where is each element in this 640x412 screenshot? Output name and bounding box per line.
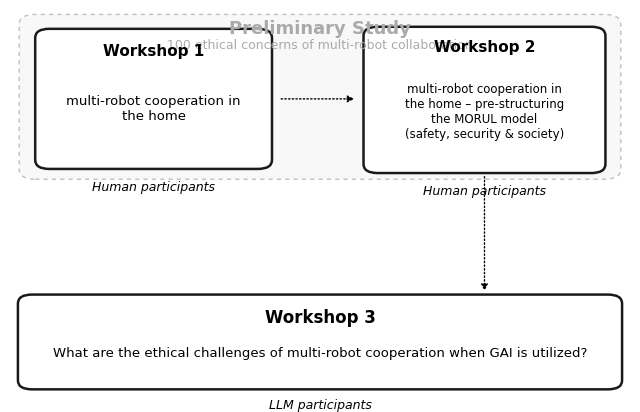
Text: What are the ethical challenges of multi-robot cooperation when GAI is utilized?: What are the ethical challenges of multi… <box>53 347 587 360</box>
Text: multi-robot cooperation in
the home: multi-robot cooperation in the home <box>67 95 241 123</box>
Text: LLM participants: LLM participants <box>269 399 371 412</box>
FancyBboxPatch shape <box>19 14 621 179</box>
FancyBboxPatch shape <box>18 295 622 389</box>
Text: Workshop 2: Workshop 2 <box>434 40 535 55</box>
FancyBboxPatch shape <box>35 29 272 169</box>
FancyBboxPatch shape <box>364 27 605 173</box>
Text: Workshop 3: Workshop 3 <box>264 309 376 328</box>
Text: Preliminary Study: Preliminary Study <box>229 20 411 38</box>
Text: Human participants: Human participants <box>92 181 215 194</box>
Text: 100 ethical concerns of multi-robot collaboration: 100 ethical concerns of multi-robot coll… <box>167 39 473 52</box>
Text: multi-robot cooperation in
the home – pre-structuring
the MORUL model
(safety, s: multi-robot cooperation in the home – pr… <box>405 83 564 141</box>
Text: Workshop 1: Workshop 1 <box>103 44 204 59</box>
Text: Human participants: Human participants <box>423 185 546 198</box>
